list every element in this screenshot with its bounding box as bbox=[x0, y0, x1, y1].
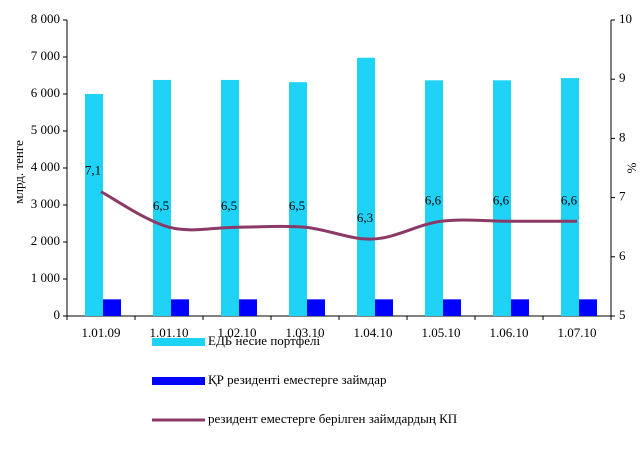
y-tick-label: 4 000 bbox=[31, 159, 60, 174]
x-tick-label: 1.03.10 bbox=[286, 325, 325, 340]
bar bbox=[103, 299, 121, 316]
x-tick-label: 1.06.10 bbox=[490, 325, 529, 340]
y-tick-label: 7 000 bbox=[31, 48, 60, 63]
x-tick-label: 1.07.10 bbox=[558, 325, 597, 340]
x-tick-label: 1.02.10 bbox=[218, 325, 257, 340]
x-tick-label: 1.01.10 bbox=[150, 325, 189, 340]
bar bbox=[357, 57, 375, 317]
y-tick-label: 1 000 bbox=[31, 270, 60, 285]
y-tick-label: 3 000 bbox=[31, 196, 60, 211]
bar bbox=[85, 94, 103, 316]
x-tick-label: 1.05.10 bbox=[422, 325, 461, 340]
legend-label: ЕДБ несие портфелі bbox=[208, 333, 320, 348]
y2-tick-label: 10 bbox=[619, 11, 632, 26]
bar bbox=[307, 299, 325, 316]
legend-swatch bbox=[152, 377, 205, 385]
bar bbox=[443, 299, 461, 316]
y-axis-label: млрд. тенге bbox=[11, 140, 26, 204]
data-label: 6,6 bbox=[561, 192, 578, 207]
y2-tick-label: 7 bbox=[619, 189, 626, 204]
y2-tick-label: 9 bbox=[619, 70, 626, 85]
bar bbox=[289, 82, 307, 316]
y-tick-label: 6 000 bbox=[31, 85, 60, 100]
legend-swatch bbox=[152, 338, 205, 346]
y-tick-label: 8 000 bbox=[31, 11, 60, 26]
line bbox=[100, 190, 577, 241]
bar bbox=[425, 80, 443, 316]
x-tick-label: 1.01.09 bbox=[82, 325, 121, 340]
y2-axis-label: % bbox=[624, 162, 639, 173]
y-tick-label: 5 000 bbox=[31, 122, 60, 137]
bar bbox=[375, 299, 393, 316]
bar bbox=[153, 79, 171, 316]
y2-tick-label: 5 bbox=[619, 307, 626, 322]
legend-label: резидент еместерге берілген займдардың К… bbox=[208, 411, 457, 426]
data-label: 6,3 bbox=[357, 210, 373, 225]
y2-tick-label: 8 bbox=[619, 129, 626, 144]
data-label: 6,5 bbox=[221, 198, 237, 213]
x-tick-label: 1.04.10 bbox=[354, 325, 393, 340]
bar bbox=[171, 299, 189, 316]
bar bbox=[561, 78, 579, 316]
y-tick-label: 0 bbox=[54, 307, 61, 322]
y2-tick-label: 6 bbox=[619, 248, 626, 263]
bar bbox=[493, 80, 511, 316]
data-label: 6,5 bbox=[153, 198, 169, 213]
bar bbox=[221, 79, 239, 316]
bar bbox=[239, 299, 257, 316]
data-label: 6,6 bbox=[425, 192, 442, 207]
data-label: 6,6 bbox=[493, 192, 510, 207]
data-label: 7,1 bbox=[85, 163, 101, 178]
legend-label: ҚР резиденті еместерге займдар bbox=[208, 372, 387, 387]
bar bbox=[579, 299, 597, 316]
data-label: 6,5 bbox=[289, 198, 305, 213]
bar bbox=[511, 299, 529, 316]
y-tick-label: 2 000 bbox=[31, 233, 60, 248]
